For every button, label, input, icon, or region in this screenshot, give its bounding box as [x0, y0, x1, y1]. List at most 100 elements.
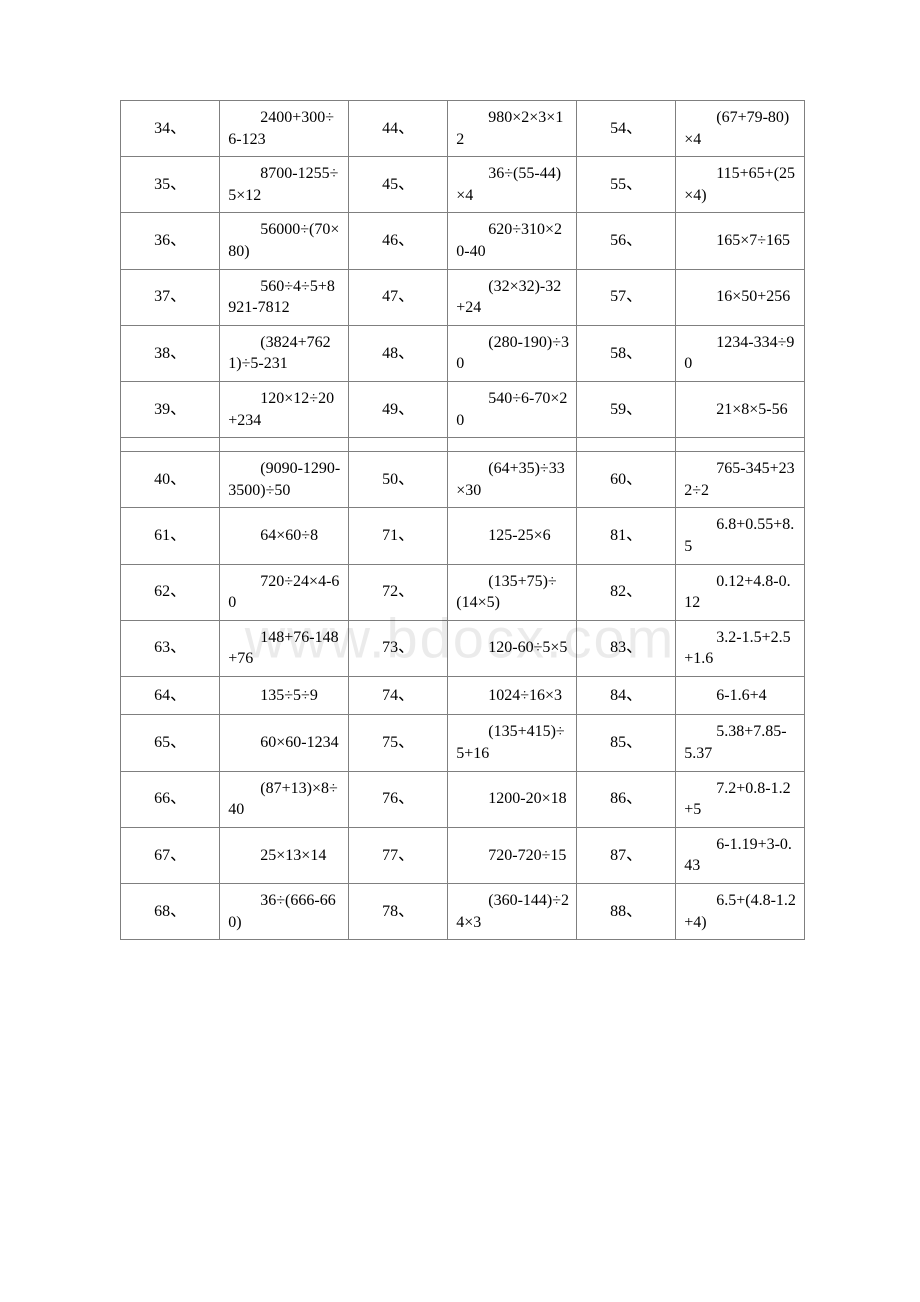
- problem-number-cell: 49、: [348, 381, 447, 437]
- problem-number-cell: 55、: [576, 157, 675, 213]
- problem-expression-cell: 765-345+232÷2: [676, 452, 805, 508]
- problem-number-cell: 63、: [121, 620, 220, 676]
- problem-expression-cell: 720-720÷15: [448, 827, 577, 883]
- problem-expression-cell: 6.8+0.55+8.5: [676, 508, 805, 564]
- problem-expression-cell: 1200-20×18: [448, 771, 577, 827]
- problem-number-cell: 87、: [576, 827, 675, 883]
- table-row: 65、60×60-123475、(135+415)÷5+1685、5.38+7.…: [121, 715, 805, 771]
- problem-number-cell: 50、: [348, 452, 447, 508]
- table-row: 40、(9090-1290-3500)÷5050、(64+35)÷33×3060…: [121, 452, 805, 508]
- problem-number-cell: 75、: [348, 715, 447, 771]
- spacer-cell: [121, 438, 220, 452]
- problem-number-cell: 36、: [121, 213, 220, 269]
- problem-expression-cell: (87+13)×8÷40: [220, 771, 349, 827]
- problem-number-cell: 86、: [576, 771, 675, 827]
- table-row: 67、25×13×1477、720-720÷1587、6-1.19+3-0.43: [121, 827, 805, 883]
- problem-expression-cell: 16×50+256: [676, 269, 805, 325]
- problem-expression-cell: 5.38+7.85-5.37: [676, 715, 805, 771]
- problem-number-cell: 34、: [121, 101, 220, 157]
- table-row: 61、64×60÷871、125-25×681、6.8+0.55+8.5: [121, 508, 805, 564]
- problem-expression-cell: 6-1.6+4: [676, 676, 805, 715]
- problem-expression-cell: 1234-334÷90: [676, 325, 805, 381]
- math-problems-table: 34、2400+300÷6-12344、980×2×3×1254、(67+79-…: [120, 100, 805, 940]
- problem-expression-cell: 1024÷16×3: [448, 676, 577, 715]
- problem-expression-cell: 6-1.19+3-0.43: [676, 827, 805, 883]
- problem-number-cell: 61、: [121, 508, 220, 564]
- problem-number-cell: 77、: [348, 827, 447, 883]
- problem-number-cell: 78、: [348, 884, 447, 940]
- problem-expression-cell: (135+75)÷(14×5): [448, 564, 577, 620]
- problem-number-cell: 82、: [576, 564, 675, 620]
- table-body: 34、2400+300÷6-12344、980×2×3×1254、(67+79-…: [121, 101, 805, 940]
- problem-number-cell: 56、: [576, 213, 675, 269]
- problem-expression-cell: 36÷(666-660): [220, 884, 349, 940]
- problem-number-cell: 81、: [576, 508, 675, 564]
- spacer-cell: [348, 438, 447, 452]
- problem-expression-cell: 25×13×14: [220, 827, 349, 883]
- table-row: 34、2400+300÷6-12344、980×2×3×1254、(67+79-…: [121, 101, 805, 157]
- problem-number-cell: 68、: [121, 884, 220, 940]
- problem-number-cell: 74、: [348, 676, 447, 715]
- problem-expression-cell: 620÷310×20-40: [448, 213, 577, 269]
- problem-number-cell: 88、: [576, 884, 675, 940]
- spacer-cell: [576, 438, 675, 452]
- problem-expression-cell: 720÷24×4-60: [220, 564, 349, 620]
- problem-number-cell: 64、: [121, 676, 220, 715]
- table-row: 64、135÷5÷974、1024÷16×384、6-1.6+4: [121, 676, 805, 715]
- problem-expression-cell: 56000÷(70×80): [220, 213, 349, 269]
- problem-number-cell: 62、: [121, 564, 220, 620]
- problem-expression-cell: (3824+7621)÷5-231: [220, 325, 349, 381]
- problem-expression-cell: 7.2+0.8-1.2+5: [676, 771, 805, 827]
- problem-number-cell: 67、: [121, 827, 220, 883]
- problem-number-cell: 65、: [121, 715, 220, 771]
- problem-expression-cell: (64+35)÷33×30: [448, 452, 577, 508]
- problem-expression-cell: 120×12÷20+234: [220, 381, 349, 437]
- problem-expression-cell: (135+415)÷5+16: [448, 715, 577, 771]
- problem-number-cell: 44、: [348, 101, 447, 157]
- problem-number-cell: 60、: [576, 452, 675, 508]
- problem-number-cell: 73、: [348, 620, 447, 676]
- problem-expression-cell: 36÷(55-44)×4: [448, 157, 577, 213]
- problem-expression-cell: 0.12+4.8-0.12: [676, 564, 805, 620]
- problem-number-cell: 72、: [348, 564, 447, 620]
- problem-expression-cell: 64×60÷8: [220, 508, 349, 564]
- problem-number-cell: 76、: [348, 771, 447, 827]
- problem-number-cell: 45、: [348, 157, 447, 213]
- problem-number-cell: 84、: [576, 676, 675, 715]
- problem-number-cell: 47、: [348, 269, 447, 325]
- problem-expression-cell: 115+65+(25×4): [676, 157, 805, 213]
- table-row: 39、120×12÷20+23449、540÷6-70×2059、21×8×5-…: [121, 381, 805, 437]
- problem-number-cell: 48、: [348, 325, 447, 381]
- table-row: 36、56000÷(70×80)46、620÷310×20-4056、165×7…: [121, 213, 805, 269]
- problem-expression-cell: 8700-1255÷5×12: [220, 157, 349, 213]
- spacer-cell: [676, 438, 805, 452]
- table-row: 63、148+76-148+7673、120-60÷5×583、3.2-1.5+…: [121, 620, 805, 676]
- table-row: 66、(87+13)×8÷4076、1200-20×1886、7.2+0.8-1…: [121, 771, 805, 827]
- problem-expression-cell: 540÷6-70×20: [448, 381, 577, 437]
- problem-expression-cell: (32×32)-32+24: [448, 269, 577, 325]
- problem-expression-cell: 60×60-1234: [220, 715, 349, 771]
- problem-expression-cell: (9090-1290-3500)÷50: [220, 452, 349, 508]
- problem-expression-cell: (280-190)÷30: [448, 325, 577, 381]
- table-row: 68、36÷(666-660)78、(360-144)÷24×388、6.5+(…: [121, 884, 805, 940]
- problem-number-cell: 38、: [121, 325, 220, 381]
- problem-number-cell: 66、: [121, 771, 220, 827]
- problem-number-cell: 39、: [121, 381, 220, 437]
- table-row: [121, 438, 805, 452]
- problem-expression-cell: (360-144)÷24×3: [448, 884, 577, 940]
- problem-expression-cell: 2400+300÷6-123: [220, 101, 349, 157]
- table-row: 38、(3824+7621)÷5-23148、(280-190)÷3058、12…: [121, 325, 805, 381]
- table-row: 35、8700-1255÷5×1245、36÷(55-44)×455、115+6…: [121, 157, 805, 213]
- problem-number-cell: 37、: [121, 269, 220, 325]
- problem-expression-cell: 980×2×3×12: [448, 101, 577, 157]
- spacer-cell: [448, 438, 577, 452]
- problem-expression-cell: 120-60÷5×5: [448, 620, 577, 676]
- problem-number-cell: 46、: [348, 213, 447, 269]
- problem-expression-cell: 135÷5÷9: [220, 676, 349, 715]
- problem-number-cell: 71、: [348, 508, 447, 564]
- problem-expression-cell: 3.2-1.5+2.5+1.6: [676, 620, 805, 676]
- table-row: 37、560÷4÷5+8921-781247、(32×32)-32+2457、1…: [121, 269, 805, 325]
- problem-expression-cell: 21×8×5-56: [676, 381, 805, 437]
- problem-expression-cell: 165×7÷165: [676, 213, 805, 269]
- problem-number-cell: 59、: [576, 381, 675, 437]
